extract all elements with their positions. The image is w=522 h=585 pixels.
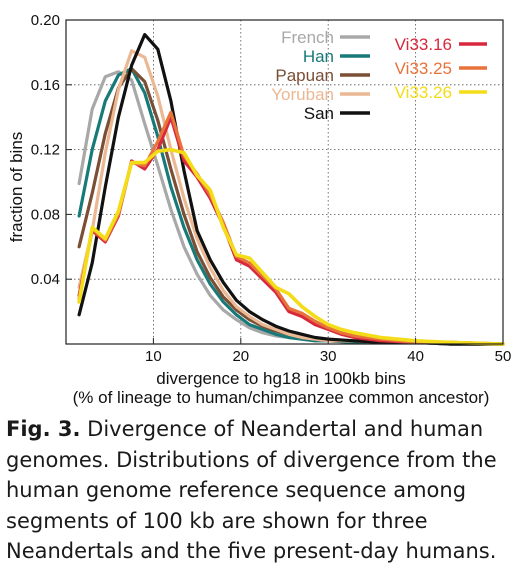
x-axis-sublabel: (% of lineage to human/chimpanzee common… bbox=[73, 388, 490, 407]
y-axis-label: fraction of bins bbox=[7, 132, 26, 243]
plot-frame bbox=[65, 19, 504, 345]
caption-text: Divergence of Neandertal and human genom… bbox=[6, 417, 497, 563]
x-tick-label: 40 bbox=[407, 348, 424, 365]
legend-label-vi33-16: Vi33.16 bbox=[395, 35, 452, 54]
series-line-papuan bbox=[77, 66, 505, 346]
legend-label-yoruban: Yoruban bbox=[271, 85, 334, 104]
x-tick-label: 50 bbox=[495, 348, 512, 365]
series-line-vi33-25 bbox=[77, 110, 505, 346]
y-tick-label: 0.08 bbox=[31, 206, 60, 223]
x-axis-label: divergence to hg18 in 100kb bins bbox=[156, 369, 406, 388]
figure-caption: Fig. 3. Divergence of Neandertal and hum… bbox=[6, 414, 514, 567]
legend-label-french: French bbox=[281, 28, 334, 47]
series-lines bbox=[77, 32, 505, 346]
y-tick-label: 0.12 bbox=[31, 142, 60, 159]
legend-label-papuan: Papuan bbox=[275, 66, 334, 85]
series-line-san bbox=[77, 32, 505, 346]
legend-label-vi33-26: Vi33.26 bbox=[395, 83, 452, 102]
x-tick-label: 10 bbox=[145, 348, 162, 365]
series-line-french bbox=[77, 70, 505, 346]
x-tick-label: 20 bbox=[232, 348, 249, 365]
legend-label-san: San bbox=[304, 104, 334, 123]
y-tick-label: 0.20 bbox=[31, 12, 60, 29]
legend-label-han: Han bbox=[303, 47, 334, 66]
axis-ticks: 10 20 30 40 50 0.04 0.08 0.12 0.16 0.20 bbox=[31, 12, 512, 365]
y-tick-label: 0.16 bbox=[31, 77, 60, 94]
series-line-han bbox=[77, 66, 505, 346]
x-tick-label: 30 bbox=[320, 348, 337, 365]
legend-label-vi33-25: Vi33.25 bbox=[395, 59, 452, 78]
y-tick-label: 0.04 bbox=[31, 271, 60, 288]
series-line-vi33-26 bbox=[77, 147, 505, 346]
figure-label: Fig. 3. bbox=[6, 417, 81, 441]
